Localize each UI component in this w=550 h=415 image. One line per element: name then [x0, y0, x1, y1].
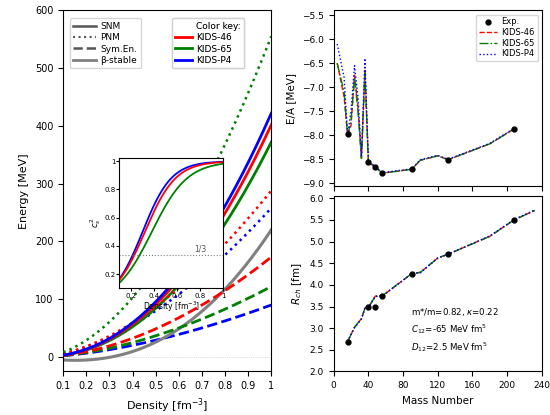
- X-axis label: Density [fm$^{-3}$]: Density [fm$^{-3}$]: [126, 397, 208, 415]
- Text: m*/m=0.82, $\kappa$=0.22
$C_{12}$=-65 MeV fm$^5$
$D_{12}$=2.5 MeV fm$^5$: m*/m=0.82, $\kappa$=0.22 $C_{12}$=-65 Me…: [411, 306, 498, 354]
- Y-axis label: $R_{ch}$ [fm]: $R_{ch}$ [fm]: [290, 263, 304, 305]
- Y-axis label: E/A [MeV]: E/A [MeV]: [287, 73, 296, 124]
- Legend: Exp., KIDS-46, KIDS-65, KIDS-P4: Exp., KIDS-46, KIDS-65, KIDS-P4: [476, 15, 537, 61]
- Y-axis label: Energy [MeV]: Energy [MeV]: [19, 153, 30, 229]
- Legend: Color key:, KIDS-46, KIDS-65, KIDS-P4: Color key:, KIDS-46, KIDS-65, KIDS-P4: [172, 19, 244, 68]
- X-axis label: Mass Number: Mass Number: [402, 396, 474, 406]
